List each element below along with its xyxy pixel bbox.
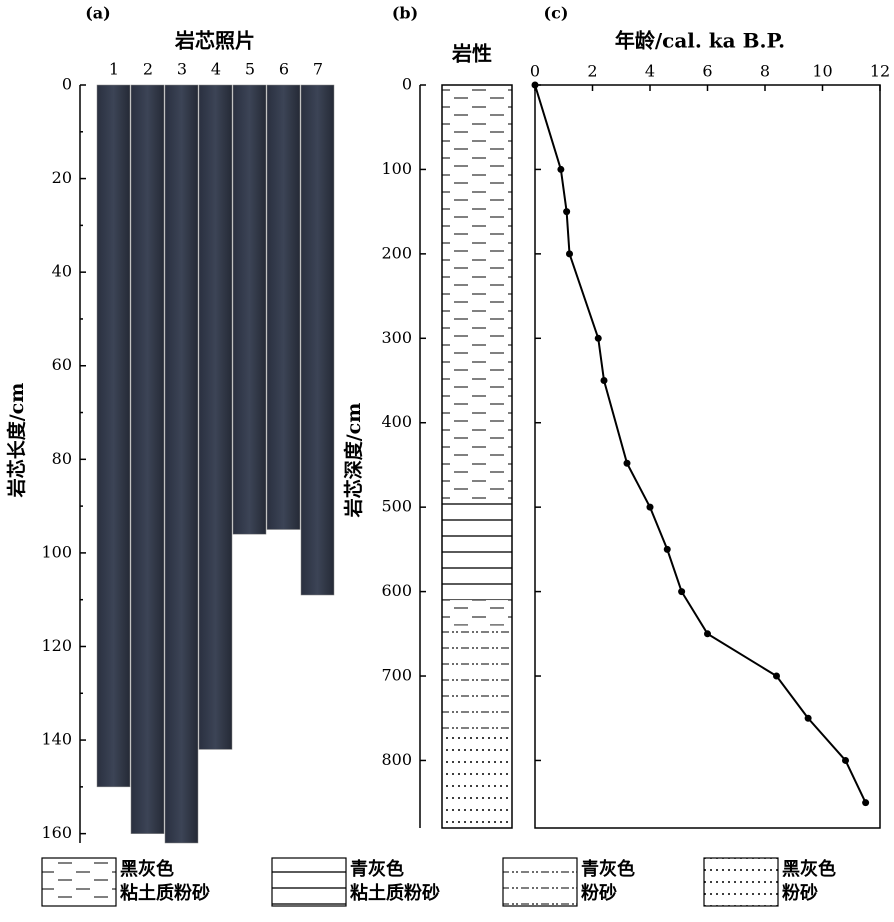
age-point bbox=[862, 799, 870, 807]
x-tick-label: 2 bbox=[143, 60, 153, 79]
lithology-layer bbox=[442, 600, 512, 626]
panel-title: 岩性 bbox=[451, 42, 492, 66]
x-tick-label: 4 bbox=[211, 60, 221, 79]
legend-label: 黑灰色 bbox=[782, 858, 836, 880]
lithology-frame bbox=[441, 84, 513, 829]
core-photo bbox=[198, 84, 233, 750]
lithology-layer bbox=[442, 498, 512, 601]
x-tick-label: 0 bbox=[530, 62, 540, 81]
x-tick-label: 7 bbox=[313, 60, 323, 79]
x-tick-label: 2 bbox=[587, 62, 597, 81]
legend-label: 青灰色 bbox=[350, 858, 404, 880]
legend-swatch bbox=[502, 857, 578, 907]
panel-label: (b) bbox=[392, 4, 418, 23]
x-tick-label: 6 bbox=[279, 60, 289, 79]
panel-label: (a) bbox=[85, 4, 111, 23]
legend-label: 黑灰色 bbox=[120, 858, 174, 880]
y-tick-label: 120 bbox=[41, 636, 72, 655]
y-tick-label: 700 bbox=[381, 666, 412, 685]
legend-label: 粉砂 bbox=[581, 882, 617, 904]
y-tick-label: 400 bbox=[381, 412, 412, 431]
x-tick-label: 6 bbox=[702, 62, 712, 81]
lithology-layer bbox=[442, 735, 512, 828]
y-tick-label: 0 bbox=[62, 75, 72, 94]
y-tick-label: 300 bbox=[381, 328, 412, 347]
legend-swatch bbox=[271, 857, 347, 907]
y-tick-label: 160 bbox=[41, 823, 72, 842]
y-tick-label: 20 bbox=[52, 168, 72, 187]
y-tick-label: 140 bbox=[41, 730, 72, 749]
core-photo bbox=[300, 84, 335, 596]
age-point bbox=[678, 588, 686, 596]
x-tick-label: 4 bbox=[645, 62, 655, 81]
y-tick-label: 80 bbox=[52, 449, 72, 468]
x-tick-label: 8 bbox=[760, 62, 770, 81]
legend-label: 粘土质粉砂 bbox=[350, 882, 440, 904]
panel-title: 岩芯照片 bbox=[174, 29, 255, 53]
x-tick-label: 10 bbox=[812, 62, 832, 81]
age-point bbox=[600, 377, 608, 385]
legend-swatch bbox=[703, 857, 779, 907]
age-point bbox=[704, 630, 711, 638]
age-point bbox=[623, 459, 631, 467]
y-tick-label: 800 bbox=[381, 750, 412, 769]
x-tick-label: 3 bbox=[177, 60, 187, 79]
plot-frame bbox=[534, 84, 881, 829]
x-tick-label: 12 bbox=[870, 62, 890, 81]
y-tick-label: 600 bbox=[381, 581, 412, 600]
core-photo bbox=[130, 84, 165, 834]
age-point bbox=[842, 756, 849, 764]
y-tick-label: 0 bbox=[402, 75, 412, 94]
y-tick-label: 40 bbox=[52, 262, 72, 281]
age-line bbox=[534, 84, 867, 804]
age-point bbox=[563, 208, 571, 216]
legend-label: 青灰色 bbox=[581, 858, 635, 880]
x-axis-label: 年龄/cal. ka B.P. bbox=[615, 29, 785, 53]
x-tick-label: 1 bbox=[109, 60, 119, 79]
age-point bbox=[594, 334, 602, 342]
y-tick-label: 60 bbox=[52, 355, 72, 374]
core-photo bbox=[232, 84, 267, 535]
y-axis-label: 岩芯深度/cm bbox=[342, 403, 365, 519]
age-point bbox=[557, 165, 565, 173]
legend-label: 粘土质粉砂 bbox=[120, 882, 210, 904]
age-point bbox=[531, 81, 539, 89]
core-photo bbox=[96, 84, 131, 788]
age-point bbox=[663, 545, 671, 553]
y-axis-label: 岩芯长度/cm bbox=[5, 383, 28, 499]
panel-label: (c) bbox=[544, 4, 569, 23]
y-tick-label: 100 bbox=[381, 159, 412, 178]
y-tick-label: 100 bbox=[41, 542, 72, 561]
lithology-layer bbox=[442, 85, 512, 499]
core-photo bbox=[164, 84, 199, 844]
legend-label: 粉砂 bbox=[782, 882, 818, 904]
y-tick-label: 200 bbox=[381, 243, 412, 262]
x-tick-label: 5 bbox=[245, 60, 255, 79]
age-point bbox=[566, 250, 573, 258]
age-point bbox=[773, 672, 780, 680]
core-photo bbox=[266, 84, 301, 530]
age-point bbox=[646, 503, 654, 511]
legend-swatch bbox=[41, 857, 117, 907]
lithology-layer bbox=[442, 625, 512, 736]
y-tick-label: 500 bbox=[381, 497, 412, 516]
age-point bbox=[804, 714, 812, 722]
